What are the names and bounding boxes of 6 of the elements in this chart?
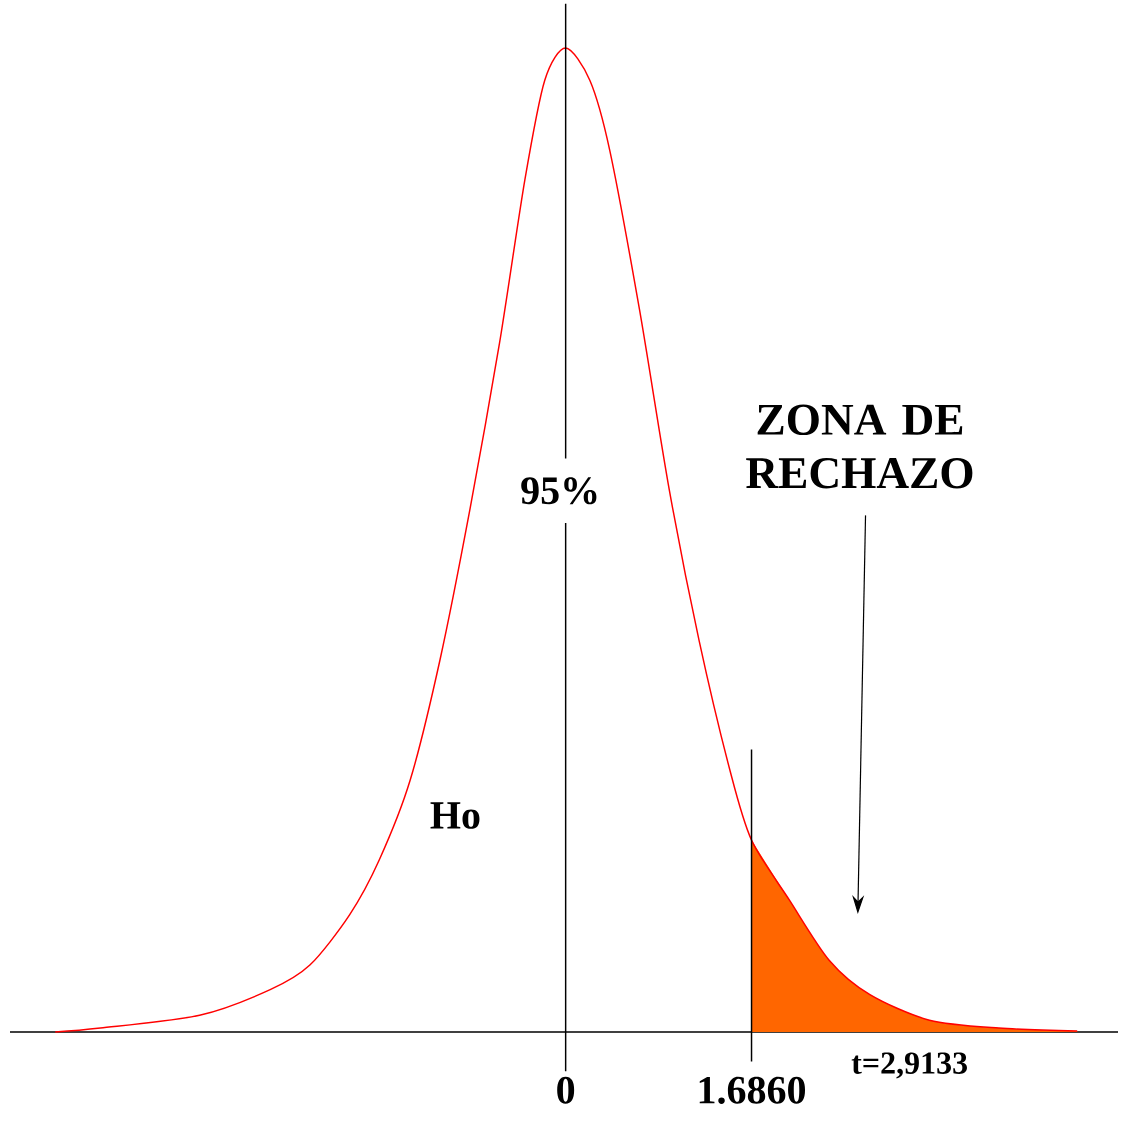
x-tick-label: 0 bbox=[557, 1076, 575, 1104]
annotation: Ho bbox=[430, 802, 480, 829]
text: t=2,9133 bbox=[851, 1052, 967, 1079]
x-tick-label: 1.6860 bbox=[699, 1076, 806, 1104]
annotation: ZONA DE RECHAZO bbox=[746, 404, 973, 489]
annotation: 95% bbox=[521, 477, 597, 505]
